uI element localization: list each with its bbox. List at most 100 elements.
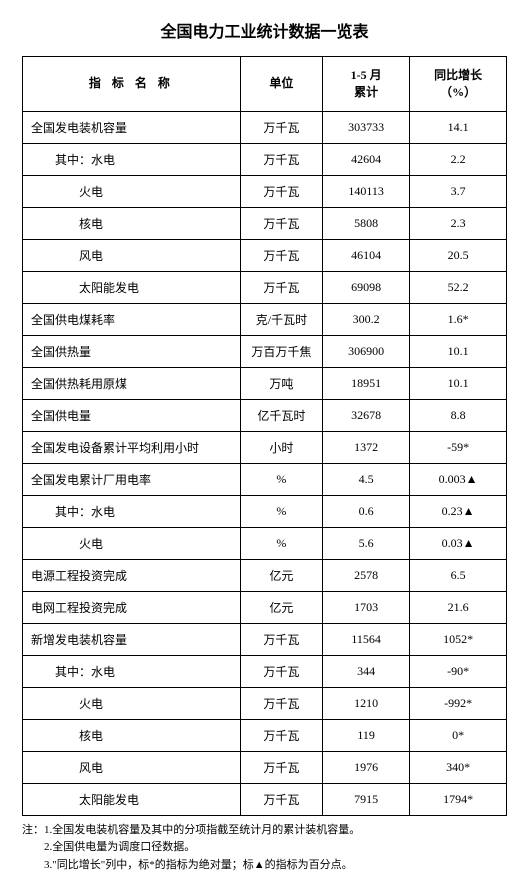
cell-name: 核电 <box>23 207 241 239</box>
note-line-1: 注：1.全国发电装机容量及其中的分项指截至统计月的累计装机容量。 <box>22 822 507 840</box>
table-row: 其中：水电万千瓦344-90* <box>23 655 507 687</box>
stats-table: 指 标 名 称 单位 1-5 月累计 同比增长（%） 全国发电装机容量万千瓦30… <box>22 56 507 816</box>
cell-yoy: 0.003▲ <box>410 463 507 495</box>
cell-cumulative: 1372 <box>323 431 410 463</box>
cell-yoy: 0.03▲ <box>410 527 507 559</box>
table-header-row: 指 标 名 称 单位 1-5 月累计 同比增长（%） <box>23 57 507 112</box>
cell-cumulative: 140113 <box>323 175 410 207</box>
note-line-3: 3."同比增长"列中，标*的指标为绝对量；标▲的指标为百分点。 <box>22 857 507 875</box>
cell-unit: 万千瓦 <box>240 655 322 687</box>
table-row: 全国供热量万百万千焦30690010.1 <box>23 335 507 367</box>
cell-yoy: 8.8 <box>410 399 507 431</box>
table-row: 核电万千瓦1190* <box>23 719 507 751</box>
table-row: 太阳能发电万千瓦79151794* <box>23 783 507 815</box>
table-row: 全国供热耗用原煤万吨1895110.1 <box>23 367 507 399</box>
table-body: 全国发电装机容量万千瓦30373314.1其中：水电万千瓦426042.2火电万… <box>23 111 507 815</box>
cell-yoy: 6.5 <box>410 559 507 591</box>
table-row: 全国供电煤耗率克/千瓦时300.21.6* <box>23 303 507 335</box>
cell-name: 全国发电设备累计平均利用小时 <box>23 431 241 463</box>
cell-yoy: 21.6 <box>410 591 507 623</box>
cell-name: 风电 <box>23 239 241 271</box>
cell-yoy: 1052* <box>410 623 507 655</box>
cell-cumulative: 5.6 <box>323 527 410 559</box>
cell-cumulative: 5808 <box>323 207 410 239</box>
cell-name: 电网工程投资完成 <box>23 591 241 623</box>
cell-name: 火电 <box>23 687 241 719</box>
table-row: 电源工程投资完成亿元25786.5 <box>23 559 507 591</box>
cell-cumulative: 344 <box>323 655 410 687</box>
cell-cumulative: 18951 <box>323 367 410 399</box>
table-row: 风电万千瓦4610420.5 <box>23 239 507 271</box>
cell-unit: 亿元 <box>240 559 322 591</box>
cell-cumulative: 46104 <box>323 239 410 271</box>
cell-yoy: 1794* <box>410 783 507 815</box>
table-row: 核电万千瓦58082.3 <box>23 207 507 239</box>
cell-name: 其中：水电 <box>23 655 241 687</box>
cell-yoy: -992* <box>410 687 507 719</box>
cell-cumulative: 2578 <box>323 559 410 591</box>
table-row: 电网工程投资完成亿元170321.6 <box>23 591 507 623</box>
table-row: 全国发电设备累计平均利用小时小时1372-59* <box>23 431 507 463</box>
table-row: 火电%5.60.03▲ <box>23 527 507 559</box>
cell-unit: % <box>240 463 322 495</box>
table-row: 其中：水电%0.60.23▲ <box>23 495 507 527</box>
cell-cumulative: 300.2 <box>323 303 410 335</box>
cell-name: 太阳能发电 <box>23 783 241 815</box>
cell-unit: 万千瓦 <box>240 623 322 655</box>
cell-unit: % <box>240 527 322 559</box>
cell-unit: 万千瓦 <box>240 175 322 207</box>
cell-unit: 小时 <box>240 431 322 463</box>
header-yoy: 同比增长（%） <box>410 57 507 112</box>
cell-yoy: 20.5 <box>410 239 507 271</box>
cell-yoy: 340* <box>410 751 507 783</box>
table-row: 全国发电累计厂用电率%4.50.003▲ <box>23 463 507 495</box>
table-row: 全国发电装机容量万千瓦30373314.1 <box>23 111 507 143</box>
cell-name: 全国发电装机容量 <box>23 111 241 143</box>
table-row: 风电万千瓦1976340* <box>23 751 507 783</box>
cell-unit: 万千瓦 <box>240 239 322 271</box>
cell-yoy: 2.2 <box>410 143 507 175</box>
note-line-2: 2.全国供电量为调度口径数据。 <box>22 839 507 857</box>
cell-cumulative: 11564 <box>323 623 410 655</box>
cell-yoy: 0.23▲ <box>410 495 507 527</box>
cell-yoy: 10.1 <box>410 367 507 399</box>
cell-unit: 亿元 <box>240 591 322 623</box>
cell-cumulative: 119 <box>323 719 410 751</box>
cell-unit: 万千瓦 <box>240 783 322 815</box>
cell-cumulative: 42604 <box>323 143 410 175</box>
cell-name: 核电 <box>23 719 241 751</box>
table-row: 其中：水电万千瓦426042.2 <box>23 143 507 175</box>
cell-name: 新增发电装机容量 <box>23 623 241 655</box>
cell-yoy: -90* <box>410 655 507 687</box>
cell-yoy: 1.6* <box>410 303 507 335</box>
cell-unit: 万千瓦 <box>240 751 322 783</box>
page-title: 全国电力工业统计数据一览表 <box>22 18 507 42</box>
cell-name: 火电 <box>23 527 241 559</box>
cell-cumulative: 7915 <box>323 783 410 815</box>
cell-name: 其中：水电 <box>23 143 241 175</box>
cell-yoy: 10.1 <box>410 335 507 367</box>
cell-name: 太阳能发电 <box>23 271 241 303</box>
cell-unit: 万吨 <box>240 367 322 399</box>
cell-yoy: 14.1 <box>410 111 507 143</box>
cell-cumulative: 1976 <box>323 751 410 783</box>
cell-name: 全国供电煤耗率 <box>23 303 241 335</box>
cell-unit: 亿千瓦时 <box>240 399 322 431</box>
cell-name: 火电 <box>23 175 241 207</box>
cell-name: 全国供电量 <box>23 399 241 431</box>
header-unit: 单位 <box>240 57 322 112</box>
cell-unit: 万千瓦 <box>240 271 322 303</box>
cell-unit: 万千瓦 <box>240 143 322 175</box>
cell-yoy: 52.2 <box>410 271 507 303</box>
cell-name: 电源工程投资完成 <box>23 559 241 591</box>
cell-name: 全国供热耗用原煤 <box>23 367 241 399</box>
cell-yoy: 3.7 <box>410 175 507 207</box>
table-row: 火电万千瓦1210-992* <box>23 687 507 719</box>
cell-name: 其中：水电 <box>23 495 241 527</box>
table-row: 太阳能发电万千瓦6909852.2 <box>23 271 507 303</box>
cell-cumulative: 306900 <box>323 335 410 367</box>
cell-unit: 万千瓦 <box>240 207 322 239</box>
cell-cumulative: 4.5 <box>323 463 410 495</box>
cell-unit: % <box>240 495 322 527</box>
cell-cumulative: 1703 <box>323 591 410 623</box>
